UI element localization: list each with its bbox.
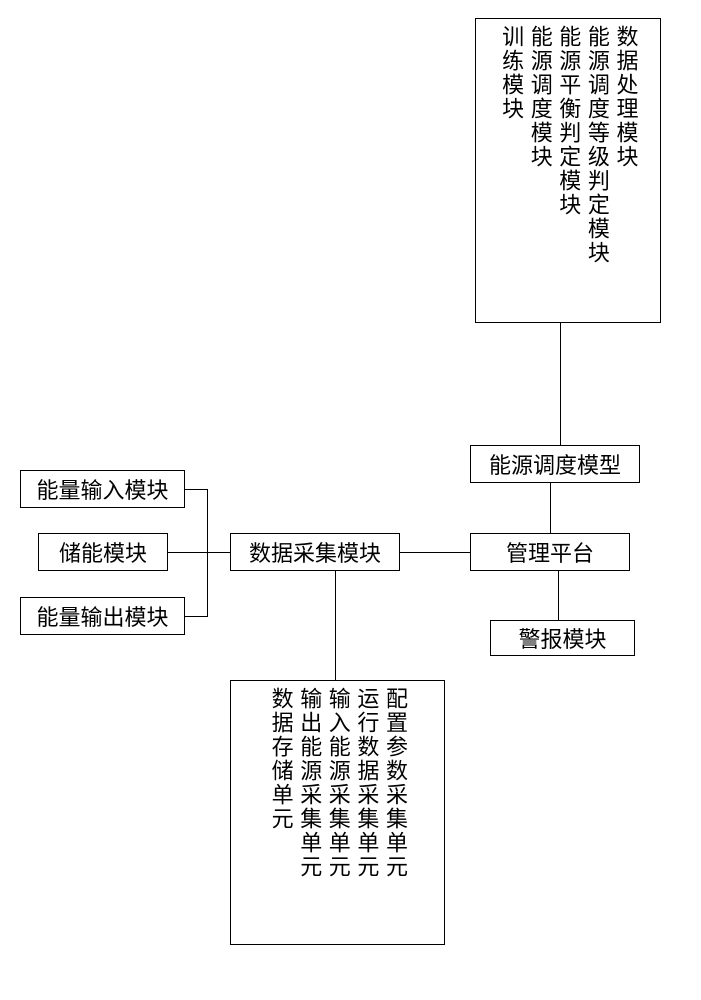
manage-box: 管理平台 — [470, 533, 630, 571]
top-col-3: 能源调度等级判定模块 — [582, 25, 611, 265]
bottom-col-2: 输入能源采集单元 — [323, 687, 352, 879]
bottom-col-3: 运行数据采集单元 — [352, 687, 381, 879]
line-dispatch-top — [560, 323, 561, 445]
line-left-h3 — [185, 616, 208, 617]
line-dc-bottom — [335, 571, 336, 680]
top-col-2: 能源平衡判定模块 — [554, 25, 583, 217]
line-manage-alarm — [558, 571, 559, 620]
bottom-col-4: 配置参数采集单元 — [380, 687, 409, 879]
energy-input-box: 能量输入模块 — [20, 470, 185, 508]
line-dc-manage — [400, 552, 470, 553]
energy-output-label: 能量输出模块 — [36, 600, 168, 632]
data-collect-box: 数据采集模块 — [230, 533, 400, 571]
top-module-box: 训练模块 能源调度模块 能源平衡判定模块 能源调度等级判定模块 数据处理模块 — [475, 18, 661, 323]
dispatch-model-box: 能源调度模型 — [470, 445, 640, 483]
data-collect-label: 数据采集模块 — [249, 536, 381, 568]
bottom-col-1: 输出能源采集单元 — [295, 687, 324, 879]
bottom-module-box: 数据存储单元 输出能源采集单元 输入能源采集单元 运行数据采集单元 配置参数采集… — [230, 680, 445, 945]
top-col-4: 数据处理模块 — [611, 25, 640, 169]
line-manage-dispatch — [550, 483, 551, 533]
storage-label: 储能模块 — [59, 536, 147, 568]
line-left-h2 — [168, 552, 230, 553]
top-col-0: 训练模块 — [497, 25, 526, 121]
storage-box: 储能模块 — [38, 533, 168, 571]
alarm-box: 警报模块 — [490, 620, 635, 656]
dispatch-model-label: 能源调度模型 — [489, 448, 621, 480]
alarm-label: 警报模块 — [518, 622, 606, 654]
bottom-col-0: 数据存储单元 — [266, 687, 295, 831]
energy-input-label: 能量输入模块 — [36, 473, 168, 505]
energy-output-box: 能量输出模块 — [20, 597, 185, 635]
top-col-1: 能源调度模块 — [525, 25, 554, 169]
manage-label: 管理平台 — [506, 536, 594, 568]
line-left-h1 — [185, 489, 208, 490]
